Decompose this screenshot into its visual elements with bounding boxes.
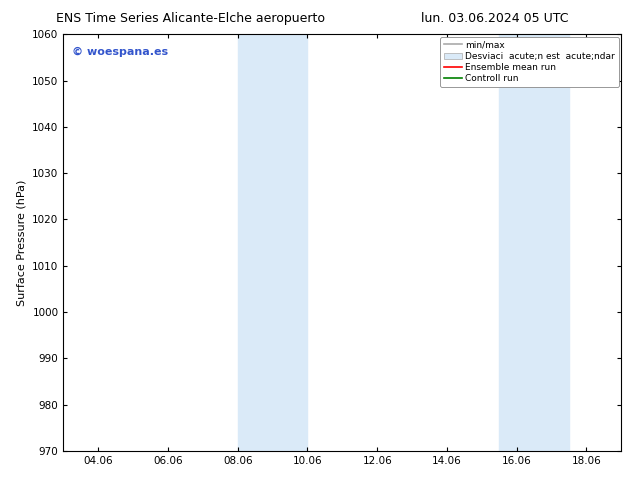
Bar <box>500 34 569 451</box>
Legend: min/max, Desviaci  acute;n est  acute;ndar, Ensemble mean run, Controll run: min/max, Desviaci acute;n est acute;ndar… <box>440 37 619 87</box>
Text: ENS Time Series Alicante-Elche aeropuerto: ENS Time Series Alicante-Elche aeropuert… <box>56 12 325 25</box>
Y-axis label: Surface Pressure (hPa): Surface Pressure (hPa) <box>16 179 27 306</box>
Text: lun. 03.06.2024 05 UTC: lun. 03.06.2024 05 UTC <box>421 12 568 25</box>
Bar <box>238 34 307 451</box>
Text: © woespana.es: © woespana.es <box>72 47 168 57</box>
